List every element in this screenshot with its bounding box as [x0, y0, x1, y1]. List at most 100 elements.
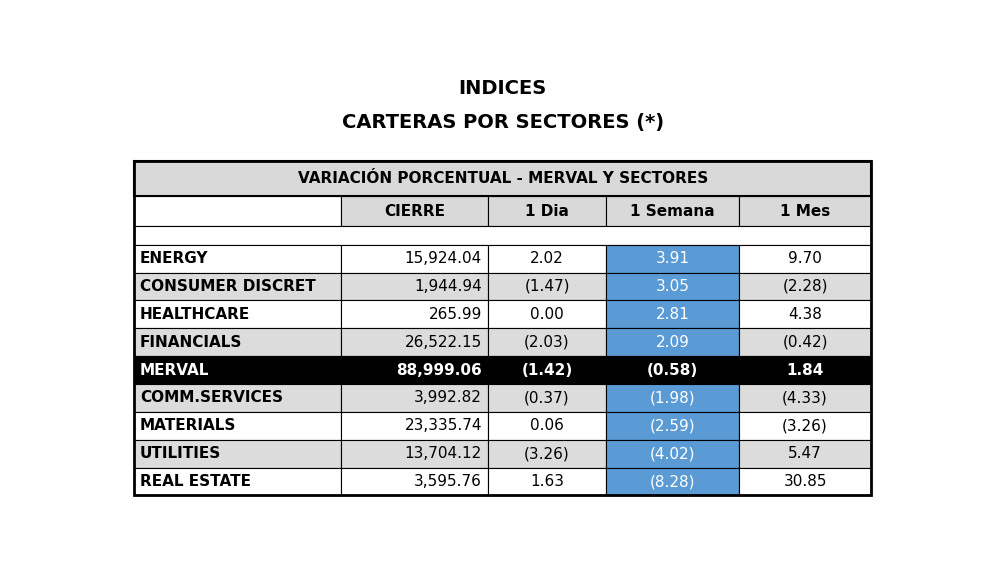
- Text: 30.85: 30.85: [784, 474, 827, 489]
- Text: 1 Mes: 1 Mes: [780, 204, 830, 219]
- Bar: [134, 196, 340, 226]
- Text: INDICES: INDICES: [459, 78, 546, 98]
- Text: 4.38: 4.38: [788, 307, 822, 322]
- Bar: [488, 196, 606, 226]
- Bar: [134, 412, 340, 440]
- Text: (0.58): (0.58): [646, 363, 698, 377]
- Text: FINANCIALS: FINANCIALS: [140, 334, 242, 350]
- Bar: [488, 245, 606, 272]
- Bar: [606, 245, 739, 272]
- Text: 23,335.74: 23,335.74: [404, 418, 482, 433]
- Bar: [340, 356, 488, 384]
- Text: 1.84: 1.84: [787, 363, 824, 377]
- Bar: [488, 356, 606, 384]
- Bar: [134, 468, 340, 495]
- Text: CIERRE: CIERRE: [384, 204, 444, 219]
- Text: (4.02): (4.02): [649, 446, 696, 461]
- Bar: [134, 440, 340, 468]
- Bar: [488, 272, 606, 301]
- Text: HEALTHCARE: HEALTHCARE: [140, 307, 250, 322]
- Bar: [340, 272, 488, 301]
- Text: 3.91: 3.91: [655, 251, 690, 266]
- Text: 265.99: 265.99: [429, 307, 482, 322]
- Bar: [134, 356, 340, 384]
- Text: MATERIALS: MATERIALS: [140, 418, 236, 433]
- Bar: [134, 226, 871, 245]
- Bar: [134, 272, 340, 301]
- Bar: [134, 301, 340, 328]
- Bar: [739, 301, 871, 328]
- Bar: [606, 328, 739, 356]
- Text: 1 Semana: 1 Semana: [630, 204, 715, 219]
- Bar: [606, 412, 739, 440]
- Bar: [134, 161, 871, 196]
- Bar: [606, 272, 739, 301]
- Bar: [739, 272, 871, 301]
- Text: 0.00: 0.00: [530, 307, 564, 322]
- Bar: [739, 356, 871, 384]
- Bar: [488, 328, 606, 356]
- Text: VARIACIÓN PORCENTUAL - MERVAL Y SECTORES: VARIACIÓN PORCENTUAL - MERVAL Y SECTORES: [297, 171, 708, 186]
- Text: 2.81: 2.81: [655, 307, 690, 322]
- Text: 13,704.12: 13,704.12: [405, 446, 482, 461]
- Bar: [739, 328, 871, 356]
- Bar: [739, 468, 871, 495]
- Text: 88,999.06: 88,999.06: [396, 363, 482, 377]
- Text: COMM.SERVICES: COMM.SERVICES: [140, 390, 284, 406]
- Bar: [606, 384, 739, 412]
- Text: (3.26): (3.26): [782, 418, 828, 433]
- Bar: [606, 196, 739, 226]
- Text: 9.70: 9.70: [788, 251, 822, 266]
- Text: (0.42): (0.42): [783, 334, 828, 350]
- Bar: [488, 412, 606, 440]
- Bar: [739, 245, 871, 272]
- Bar: [488, 468, 606, 495]
- Text: (2.28): (2.28): [783, 279, 828, 294]
- Bar: [488, 440, 606, 468]
- Text: (2.03): (2.03): [524, 334, 570, 350]
- Text: 26,522.15: 26,522.15: [405, 334, 482, 350]
- Text: 3.05: 3.05: [655, 279, 690, 294]
- Bar: [606, 468, 739, 495]
- Text: 1 Dia: 1 Dia: [525, 204, 569, 219]
- Text: UTILITIES: UTILITIES: [140, 446, 222, 461]
- Bar: [134, 245, 340, 272]
- Text: (4.33): (4.33): [782, 390, 828, 406]
- Bar: [488, 384, 606, 412]
- Text: CARTERAS POR SECTORES (*): CARTERAS POR SECTORES (*): [341, 113, 664, 133]
- Bar: [134, 161, 871, 196]
- Text: (0.37): (0.37): [524, 390, 570, 406]
- Text: 0.06: 0.06: [530, 418, 564, 433]
- Bar: [340, 412, 488, 440]
- Text: MERVAL: MERVAL: [140, 363, 210, 377]
- Text: 1,944.94: 1,944.94: [414, 279, 482, 294]
- Text: 2.02: 2.02: [530, 251, 564, 266]
- Text: 2.09: 2.09: [655, 334, 690, 350]
- Bar: [606, 301, 739, 328]
- Text: REAL ESTATE: REAL ESTATE: [140, 474, 251, 489]
- Text: 3,992.82: 3,992.82: [414, 390, 482, 406]
- Bar: [606, 440, 739, 468]
- Bar: [488, 301, 606, 328]
- Text: (1.42): (1.42): [521, 363, 573, 377]
- Bar: [134, 328, 340, 356]
- Text: 1.63: 1.63: [530, 474, 564, 489]
- Bar: [134, 384, 340, 412]
- Text: (3.26): (3.26): [524, 446, 570, 461]
- Text: (1.98): (1.98): [649, 390, 696, 406]
- Bar: [340, 468, 488, 495]
- Bar: [340, 245, 488, 272]
- Text: 5.47: 5.47: [789, 446, 822, 461]
- Text: 15,924.04: 15,924.04: [405, 251, 482, 266]
- Bar: [340, 328, 488, 356]
- Bar: [340, 384, 488, 412]
- Bar: [739, 440, 871, 468]
- Bar: [739, 412, 871, 440]
- Text: 3,595.76: 3,595.76: [414, 474, 482, 489]
- Bar: [134, 161, 871, 495]
- Bar: [340, 301, 488, 328]
- Bar: [340, 440, 488, 468]
- Bar: [739, 196, 871, 226]
- Text: (1.47): (1.47): [524, 279, 570, 294]
- Text: CONSUMER DISCRET: CONSUMER DISCRET: [140, 279, 316, 294]
